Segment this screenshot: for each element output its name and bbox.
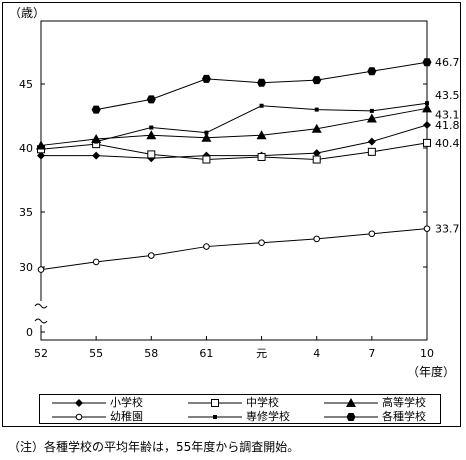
y-tick-label: 45 <box>19 78 33 91</box>
axis-break-mark <box>34 303 48 309</box>
data-point-各種学校 <box>367 67 377 76</box>
series-line-中学校 <box>40 142 428 161</box>
data-point-中学校 <box>367 147 376 156</box>
legend-marker <box>75 399 83 407</box>
end-value-label: 43.1 <box>435 108 460 121</box>
data-point-幼稚園 <box>423 225 431 232</box>
data-point-各種学校 <box>146 95 156 104</box>
data-point-幼稚園 <box>368 230 376 238</box>
legend-label: 小学校 <box>110 396 143 409</box>
y-tick-label: 30 <box>19 261 33 274</box>
data-point-中学校 <box>257 152 266 161</box>
y-tick-label: 35 <box>19 206 33 219</box>
axis-break-mark <box>34 318 48 324</box>
data-point-小学校 <box>312 149 321 158</box>
legend-label: 幼稚園 <box>110 410 143 423</box>
legend-label: 専修学校 <box>246 410 290 423</box>
data-point-高等学校 <box>422 103 432 113</box>
data-point-幼稚園 <box>203 243 210 250</box>
x-axis-title: （年度） <box>407 364 455 379</box>
series-line-小学校 <box>41 124 428 159</box>
data-point-小学校 <box>367 137 376 146</box>
legend-swatch <box>324 413 378 421</box>
data-point-高等学校 <box>36 140 46 150</box>
legend-swatch <box>324 398 378 407</box>
x-tick-label: 61 <box>199 347 213 360</box>
chart-frame: 30 35 40 45 0 52 55 58 61 元 4 7 10 （歳） （年度） 41.8 40.4 43.… <box>2 2 461 427</box>
data-point-中学校 <box>312 155 321 164</box>
data-point-幼稚園 <box>258 239 265 247</box>
legend-marker <box>346 398 356 407</box>
data-point-幼稚園 <box>92 258 100 266</box>
data-point-幼稚園 <box>313 235 321 243</box>
data-point-専修学校 <box>259 103 264 108</box>
legend-swatch <box>52 413 106 421</box>
legend: 小学校 中学校 高等学校幼稚園 専修学校 各種学校 <box>39 394 441 424</box>
data-point-小学校 <box>423 120 431 129</box>
line-chart: 30 35 40 45 052 55 58 61 元 4 7 10 （歳） （年度） 41.8 40.4 43.… <box>9 6 460 379</box>
data-point-中学校 <box>202 155 211 164</box>
legend-swatch <box>188 399 242 407</box>
legend-swatch <box>52 399 106 407</box>
x-tick-label: 元 <box>256 347 267 360</box>
data-point-専修学校 <box>425 101 429 106</box>
data-point-専修学校 <box>94 139 99 144</box>
end-value-label: 40.4 <box>435 137 460 150</box>
legend-label: 各種学校 <box>382 410 426 423</box>
x-tick-label: 7 <box>368 347 375 360</box>
legend-marker <box>75 413 83 421</box>
end-value-label: 46.7 <box>435 56 460 69</box>
data-point-高等学校 <box>256 130 267 140</box>
series-line-高等学校 <box>40 107 428 146</box>
plot-area <box>40 20 428 341</box>
data-point-各種学校 <box>422 58 432 67</box>
legend-swatch <box>188 415 242 419</box>
data-point-中学校 <box>423 138 431 147</box>
y-tick-label: 40 <box>19 142 33 155</box>
x-tick-label: 52 <box>34 347 48 360</box>
data-point-幼稚園 <box>147 252 155 259</box>
end-value-label: 33.7 <box>435 223 460 236</box>
data-point-各種学校 <box>91 105 101 114</box>
legend-label: 中学校 <box>246 396 279 409</box>
data-point-高等学校 <box>366 113 377 123</box>
end-value-label: 41.8 <box>435 119 460 132</box>
data-point-各種学校 <box>312 76 322 85</box>
data-point-中学校 <box>147 150 156 159</box>
data-point-各種学校 <box>257 78 267 87</box>
x-tick-label: 4 <box>313 347 320 360</box>
end-value-label: 43.5 <box>435 89 460 102</box>
data-point-小学校 <box>92 151 101 160</box>
data-point-幼稚園 <box>37 266 45 273</box>
series-line-幼稚園 <box>40 228 428 271</box>
data-point-高等学校 <box>146 130 157 140</box>
data-point-専修学校 <box>204 130 209 135</box>
legend-marker <box>213 415 217 419</box>
x-tick-label: 10 <box>420 347 434 360</box>
data-point-小学校 <box>37 151 45 160</box>
data-point-専修学校 <box>149 125 154 130</box>
legend-marker <box>346 413 356 421</box>
data-point-専修学校 <box>369 108 374 113</box>
data-point-高等学校 <box>311 123 322 133</box>
data-point-専修学校 <box>314 107 319 112</box>
x-tick-label: 58 <box>144 347 158 360</box>
legend-marker <box>211 399 219 407</box>
data-point-各種学校 <box>201 74 211 83</box>
y-axis-title: （歳） <box>9 6 45 20</box>
x-tick-label: 55 <box>89 347 103 360</box>
y-tick-label: 0 <box>26 326 33 339</box>
legend-label: 高等学校 <box>382 396 426 409</box>
footnote: （注）各種学校の平均年齢は，55年度から調査開始。 <box>8 440 300 454</box>
data-point-高等学校 <box>201 132 212 142</box>
